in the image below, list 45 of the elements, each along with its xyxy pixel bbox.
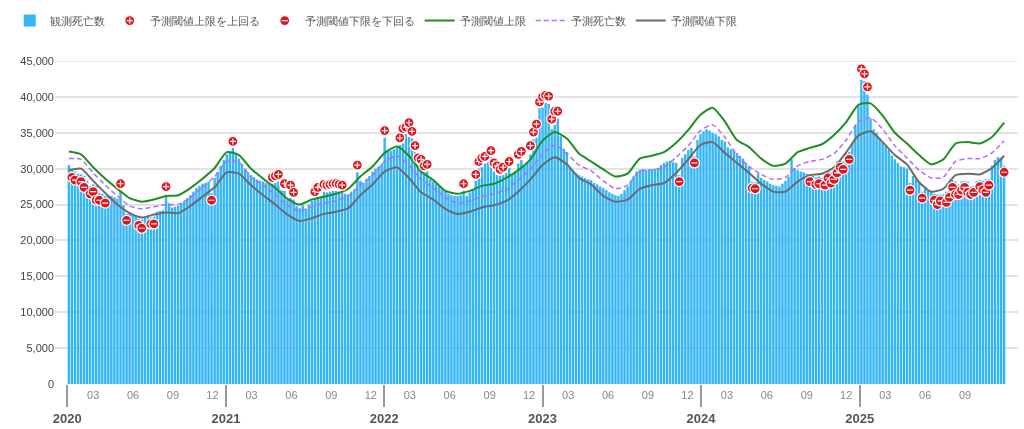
x-tick-label: 09	[166, 388, 180, 401]
y-tick-label: 25,000	[20, 198, 54, 211]
x-tick-label: 03	[87, 388, 100, 401]
x-tick-label: 12	[364, 388, 377, 401]
x-tick-label: 03	[403, 388, 416, 401]
y-tick-label: 35,000	[20, 126, 54, 139]
y-tick-label: 0	[47, 377, 54, 390]
y-tick-label: 20,000	[20, 234, 54, 247]
x-tick-label: 06	[443, 388, 456, 401]
x-tick-label: 06	[126, 388, 140, 401]
x-tick-label: 09	[325, 388, 338, 401]
y-tick-label: 45,000	[20, 54, 54, 67]
x-tick-label: 12	[681, 388, 694, 401]
legend-label: 予測閾値上限を上回る	[149, 14, 260, 27]
x2-tick-label: 2022	[369, 410, 399, 426]
x2-tick-label: 2025	[845, 410, 875, 426]
x-tick-label: 03	[562, 388, 575, 401]
x-tick-label: 06	[919, 388, 932, 401]
x2-tick-label: 2020	[52, 410, 82, 426]
legend-label: 予測死亡数	[570, 14, 626, 27]
legend-label: 予測閾値下限を下回る	[304, 14, 415, 27]
x2-tick-label: 2024	[686, 410, 717, 426]
legend-label: 予測閾値下限	[670, 14, 737, 27]
x-tick-label: 06	[601, 388, 615, 401]
x-tick-label: 09	[958, 388, 972, 401]
x-tick-label: 03	[245, 388, 258, 401]
y-tick-label: 40,000	[20, 90, 54, 103]
y-tick-label: 15,000	[20, 270, 54, 283]
y-tick-label: 10,000	[20, 306, 54, 319]
x-tick-label: 12	[840, 388, 853, 401]
y-tick-label: 30,000	[20, 162, 54, 175]
x-tick-label: 06	[760, 388, 773, 401]
x-tick-label: 09	[641, 388, 655, 401]
x-tick-label: 03	[879, 388, 892, 401]
y-tick-label: 5,000	[26, 341, 54, 354]
x-tick-label: 12	[523, 388, 536, 401]
x-tick-label: 09	[800, 388, 813, 401]
legend-label: 予測閾値上限	[459, 14, 526, 27]
x2-tick-label: 2023	[528, 410, 558, 426]
x2-tick-label: 2021	[211, 410, 241, 426]
legend-label: 観測死亡数	[49, 14, 105, 27]
x-tick-label: 09	[483, 388, 496, 401]
x-tick-label: 12	[206, 388, 219, 401]
x-tick-label: 03	[720, 388, 734, 401]
x-tick-label: 06	[285, 388, 298, 401]
